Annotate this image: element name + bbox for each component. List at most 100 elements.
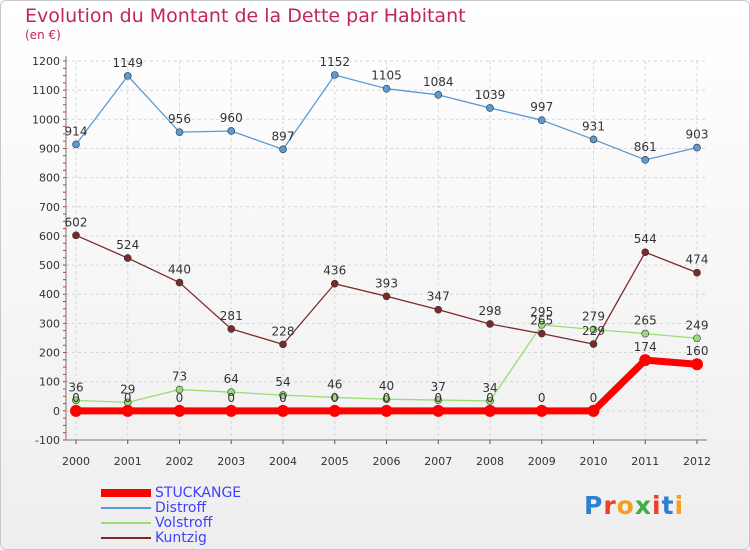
data-label-kuntzig: 436 [323,264,346,278]
legend-item-distroff: Distroff [101,499,241,516]
data-label-kuntzig: 602 [65,215,88,229]
data-point-distroff [175,128,184,136]
data-point-stuckange [277,404,289,417]
legend-item-volstroff: Volstroff [101,515,241,531]
x-tick-label: 2004 [269,455,297,468]
data-label-distroff: 861 [634,140,657,154]
data-point-stuckange [587,404,600,417]
data-label-distroff: 897 [272,129,295,143]
data-point-stuckange [535,404,548,417]
data-label-volstroff: 64 [224,372,239,386]
x-tick-label: 2011 [631,455,659,468]
data-label-volstroff: 279 [582,310,605,324]
data-label-stuckange: 0 [176,391,184,405]
x-tick-label: 2000 [62,455,90,468]
series-lines [70,71,703,417]
data-label-stuckange: 0 [383,391,391,405]
data-point-distroff [123,72,132,80]
data-label-stuckange: 160 [686,344,709,358]
x-tick-label: 2003 [217,455,245,468]
y-tick-label: 800 [39,172,60,185]
data-point-distroff [641,156,650,164]
data-point-volstroff [693,334,701,343]
x-tick-label: 2002 [166,455,194,468]
chart-title: Evolution du Montant de la Dette par Hab… [25,5,466,27]
data-label-distroff: 1149 [112,56,143,70]
y-tick-label: -100 [35,434,60,447]
data-label-stuckange: 0 [124,391,132,405]
data-point-kuntzig [72,231,80,240]
y-tick-label: 100 [39,376,60,389]
data-point-stuckange [225,404,238,417]
logo-letter: o [616,491,635,520]
legend-label: Distroff [155,499,207,516]
data-label-distroff: 903 [686,128,709,142]
data-point-kuntzig [486,320,494,328]
data-point-volstroff [382,395,391,403]
axes: -100010020030040050060070080090010001100… [32,55,711,468]
data-label-stuckange: 0 [331,391,339,405]
legend-swatch [101,506,151,509]
legend: STUCKANGE Distroff Volstroff Kuntzig [101,485,241,546]
legend-swatch [101,536,151,539]
data-label-distroff: 931 [582,119,605,133]
data-label-kuntzig: 298 [479,304,502,318]
data-label-stuckange: 0 [538,391,546,405]
data-point-distroff [589,135,598,144]
data-point-kuntzig [123,254,132,262]
data-label-stuckange: 0 [590,391,598,405]
data-point-volstroff [330,393,339,402]
data-point-distroff [279,145,287,154]
legend-swatch [101,488,151,497]
data-label-distroff: 1152 [319,55,350,69]
logo-letter: x [634,491,652,520]
data-point-stuckange [484,404,496,417]
data-point-kuntzig [175,278,184,287]
data-label-volstroff: 54 [275,375,290,389]
data-label-kuntzig: 228 [272,324,295,338]
logo-letter: i [674,491,685,520]
data-label-kuntzig: 281 [220,309,243,323]
data-label-volstroff: 46 [327,377,342,391]
x-tick-label: 2005 [321,455,349,468]
proxiti-logo: Proxiti [584,491,684,520]
x-tick-label: 2012 [683,455,711,468]
y-tick-label: 1100 [32,84,60,97]
data-point-distroff [537,116,546,124]
data-label-volstroff: 34 [482,381,497,395]
data-point-distroff [693,143,701,152]
data-label-stuckange: 0 [486,391,494,405]
y-tick-label: 500 [39,259,60,272]
data-label-stuckange: 0 [227,391,235,405]
data-point-volstroff [537,321,546,329]
data-point-kuntzig [382,292,391,301]
data-point-volstroff [175,385,184,394]
data-point-stuckange [380,404,393,417]
x-tick-label: 2006 [373,455,401,468]
data-point-stuckange [70,404,82,417]
data-labels: 914 1149 956 960 897 1152 1105 1084 1039 997 931 86… [65,55,709,405]
data-point-stuckange [173,404,186,417]
y-tick-label: 600 [39,230,60,243]
data-label-stuckange: 0 [434,391,442,405]
data-label-volstroff: 40 [379,379,394,393]
data-point-kuntzig [227,325,236,333]
data-label-volstroff: 37 [431,380,446,394]
data-label-volstroff: 249 [686,318,709,332]
data-label-kuntzig: 393 [375,276,398,290]
data-label-kuntzig: 474 [686,253,709,267]
data-label-volstroff: 36 [68,380,83,394]
data-point-kuntzig [641,248,650,257]
data-label-kuntzig: 347 [427,290,450,304]
legend-item-stuckange: STUCKANGE [101,485,241,501]
data-point-kuntzig [537,329,546,338]
legend-swatch [101,521,151,524]
data-point-distroff [227,127,236,135]
data-label-distroff: 960 [220,111,243,125]
data-label-stuckange: 0 [279,391,287,405]
data-point-distroff [434,91,443,99]
legend-label: Kuntzig [155,529,207,546]
logo-letter: t [661,491,675,520]
data-label-volstroff: 265 [634,314,657,328]
